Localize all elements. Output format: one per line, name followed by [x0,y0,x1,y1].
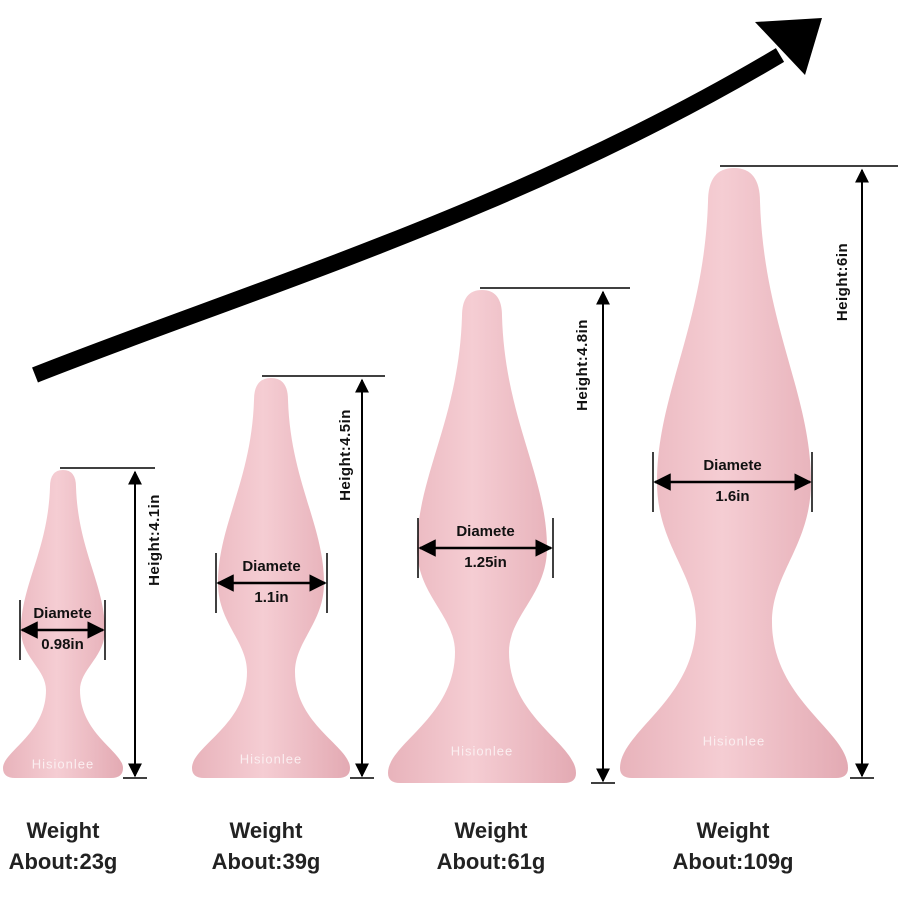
diameter-value: 1.6in [715,488,749,505]
diameter-value: 0.98in [41,636,84,653]
growth-arrow-head [755,18,822,75]
brand-label: Hisionlee [703,733,765,748]
weight-label: Weight [230,818,304,843]
weight-label: Weight [455,818,529,843]
diameter-value: 1.1in [254,589,288,606]
height-label: Height:4.1in [146,494,163,586]
brand-label: Hisionlee [451,743,513,758]
height-label: Height:4.5in [337,409,354,501]
diameter-label: Diamete [33,605,91,622]
weight-value: About:39g [212,849,321,874]
weight-label: Weight [27,818,101,843]
weight-value: About:61g [437,849,546,874]
product-silhouette [388,290,576,783]
height-label: Height:4.8in [574,319,591,411]
diameter-value: 1.25in [464,554,507,571]
diameter-label: Diamete [703,457,761,474]
diameter-label: Diamete [242,558,300,575]
growth-arrow [32,48,785,383]
product-silhouette [620,168,848,778]
brand-label: Hisionlee [32,756,94,771]
height-label: Height:6in [834,243,851,321]
diameter-label: Diamete [456,523,514,540]
weight-value: About:23g [9,849,118,874]
brand-label: Hisionlee [240,751,302,766]
weight-label: Weight [697,818,771,843]
weight-value: About:109g [673,849,794,874]
